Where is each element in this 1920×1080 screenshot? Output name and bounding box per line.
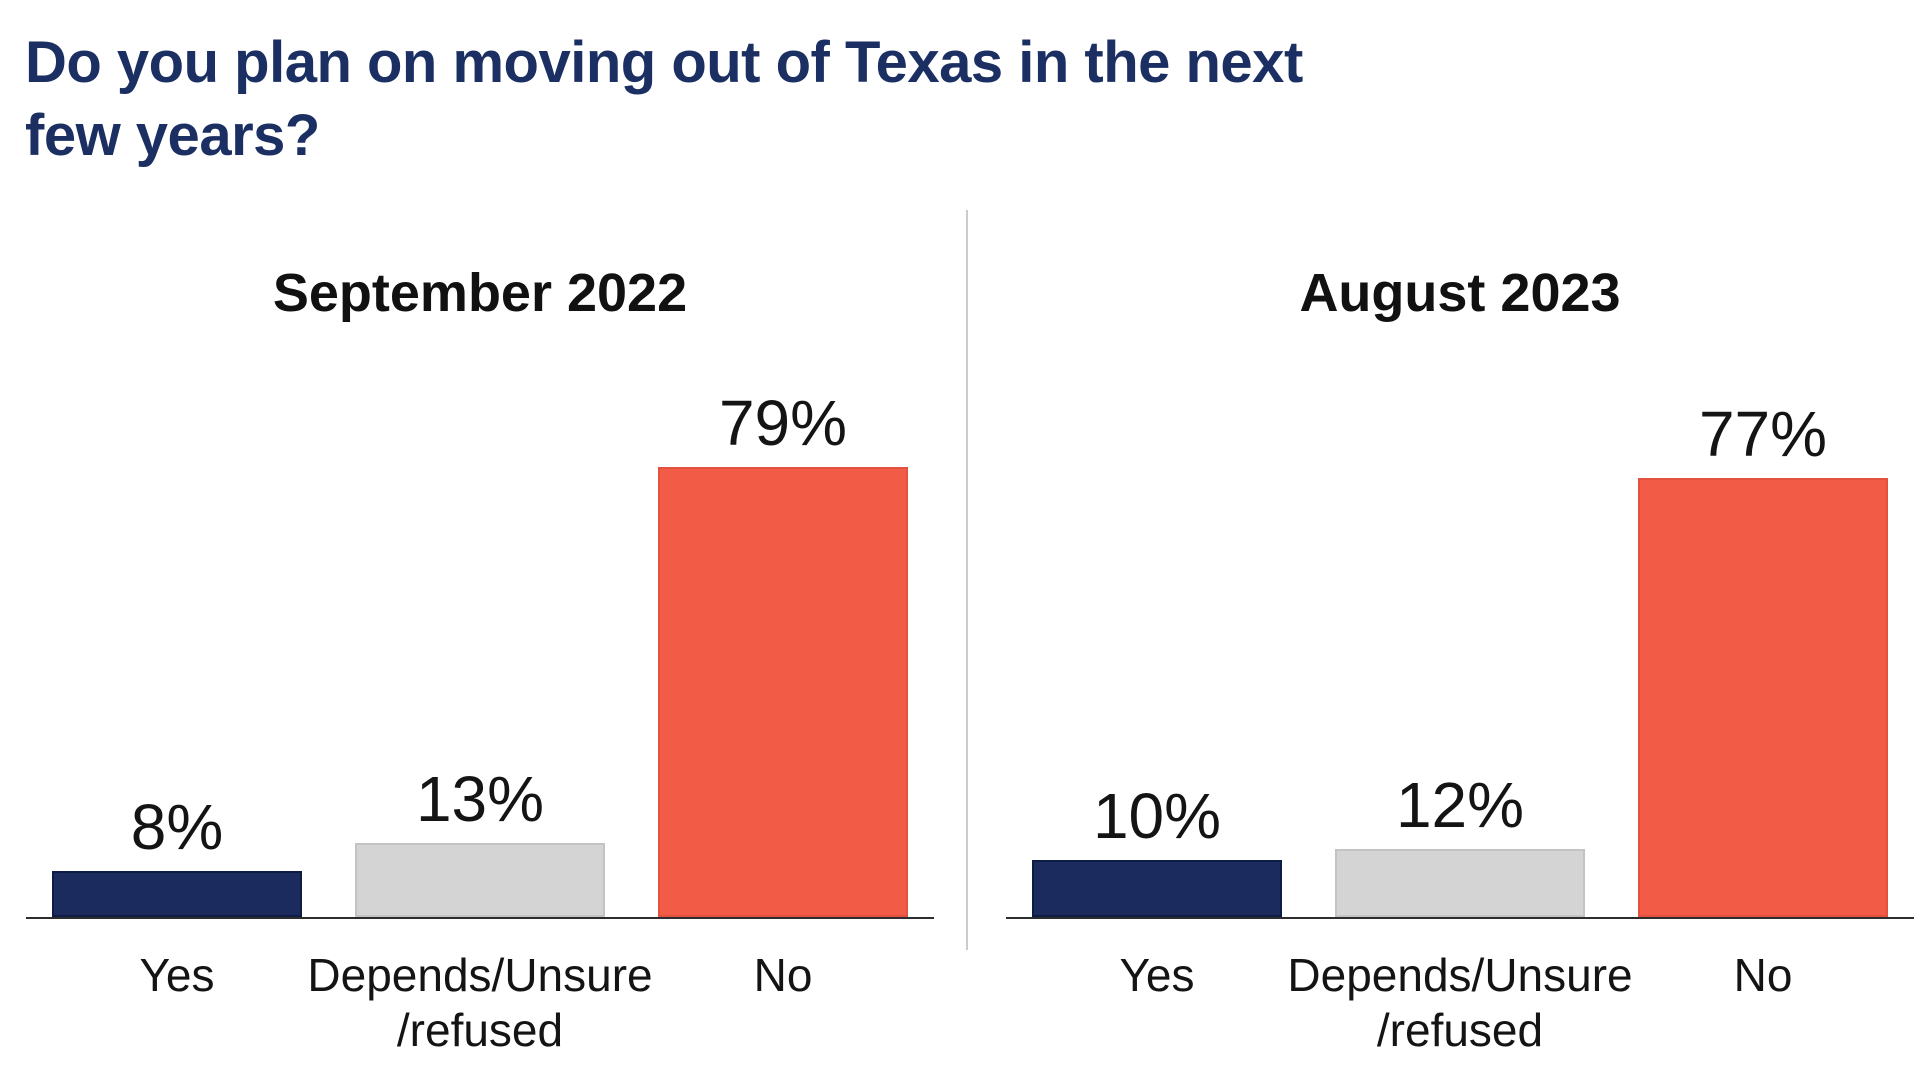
category-labels-row: Yes Depends/Unsure /refused No [1010,948,1910,1058]
category-label-depends-unsure-refused: Depends/Unsure /refused [1287,949,1633,1057]
category-label-depends-unsure-refused: Depends/Unsure /refused [307,949,653,1057]
x-axis-line [1006,917,1914,919]
bars-row: 8% 13% 79% [30,391,930,917]
panel-title: September 2022 [272,263,688,323]
bar-group-no: 79% [658,391,908,917]
bar-yes [52,871,302,917]
panel-august-2023: August 2023 10% 12% 77% Yes Depends/Unsure … [1006,0,1914,1080]
bar-value-label: 13% [415,763,545,835]
panel-title: August 2023 [1299,263,1621,323]
bar-no [658,467,908,917]
category-label-no: No [753,949,813,1001]
category-cell: No [1638,948,1888,1058]
bar-group-yes: 10% [1032,784,1282,917]
x-axis-line [26,917,934,919]
bar-value-label: 79% [718,387,848,459]
chart-title: Do you plan on moving out of Texas in th… [25,26,1303,172]
bar-value-label: 10% [1092,780,1222,852]
panel-divider [966,210,968,950]
category-label-yes: Yes [139,949,215,1001]
category-label-yes: Yes [1119,949,1195,1001]
chart-title-line: Do you plan on moving out of Texas in th… [25,30,1303,95]
category-cell: Yes [1032,948,1282,1058]
category-cell: No [658,948,908,1058]
bar-value-label: 8% [130,791,224,863]
chart-title-line: few years? [25,103,320,169]
bar-depends-unsure-refused [355,843,605,917]
category-cell: Depends/Unsure /refused [1287,948,1632,1058]
bars-row: 10% 12% 77% [1010,402,1910,917]
bar-group-no: 77% [1638,402,1888,917]
bar-group-yes: 8% [52,795,302,917]
category-label-no: No [1733,949,1793,1001]
category-cell: Yes [52,948,302,1058]
bar-value-label: 12% [1395,769,1525,841]
category-cell: Depends/Unsure /refused [307,948,652,1058]
bar-group-depends-unsure-refused: 13% [355,767,605,917]
panel-september-2022: September 2022 8% 13% 79% Yes Depends/Unsur… [26,0,934,1080]
category-labels-row: Yes Depends/Unsure /refused No [30,948,930,1058]
bar-group-depends-unsure-refused: 12% [1335,773,1585,917]
bar-value-label: 77% [1698,398,1828,470]
bar-no [1638,478,1888,917]
bar-depends-unsure-refused [1335,849,1585,917]
bar-yes [1032,860,1282,917]
